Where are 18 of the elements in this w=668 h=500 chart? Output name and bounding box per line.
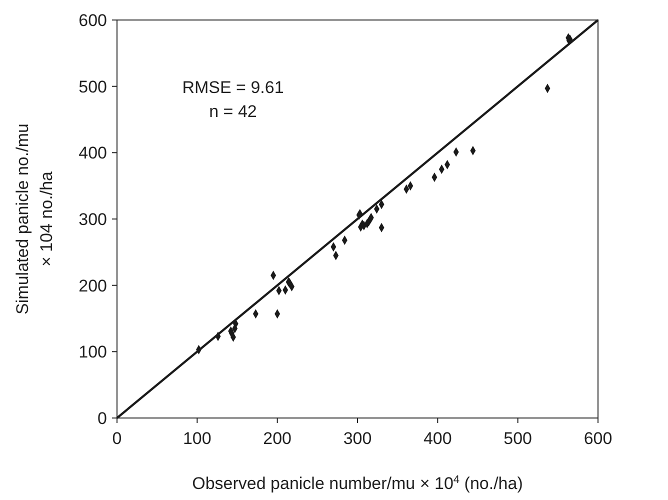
x-tick-label: 100 bbox=[182, 429, 212, 448]
y-tick-label: 0 bbox=[98, 409, 107, 428]
y-tick-label: 200 bbox=[78, 276, 107, 296]
x-tick-label: 400 bbox=[423, 429, 452, 448]
y-tick-label: 600 bbox=[78, 11, 107, 30]
x-tick-label: 500 bbox=[504, 429, 532, 448]
y-tick-label: 100 bbox=[78, 342, 107, 362]
y-tick-label: 500 bbox=[78, 77, 107, 96]
y-axis-title: Simulated panicle no./mu × 104 no./ha bbox=[13, 124, 56, 314]
x-tick-label: 600 bbox=[584, 429, 612, 448]
annotation: RMSE = 9.61 bbox=[182, 78, 284, 97]
annotation: n = 42 bbox=[209, 102, 257, 121]
x-tick-label: 300 bbox=[343, 429, 372, 448]
x-tick-label: 0 bbox=[112, 429, 122, 448]
x-axis-title: Observed panicle number/mu × 10$^{4}$ (no./ha) bbox=[192, 474, 523, 493]
y-tick-label: 300 bbox=[78, 210, 107, 229]
x-tick-label: 200 bbox=[263, 429, 292, 448]
y-tick-label: 400 bbox=[78, 144, 107, 163]
